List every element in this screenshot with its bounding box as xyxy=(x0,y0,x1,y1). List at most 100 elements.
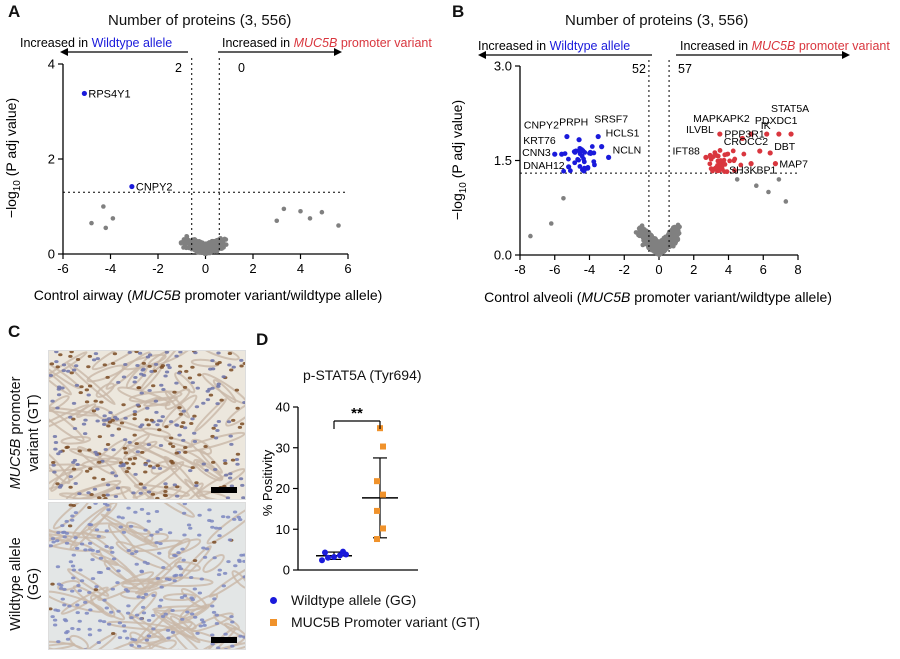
significant-point xyxy=(559,152,564,157)
cell-nucleus xyxy=(183,446,187,449)
significant-point xyxy=(776,131,781,136)
cell-nucleus xyxy=(210,604,214,607)
cell-nucleus xyxy=(85,400,89,403)
significance-label: ** xyxy=(351,405,363,422)
cell-nucleus xyxy=(191,466,195,469)
x-tick-label: -2 xyxy=(152,261,164,276)
cell-nucleus xyxy=(132,434,136,437)
cell-nucleus xyxy=(53,435,57,438)
protein-point xyxy=(675,236,680,241)
cell-nucleus xyxy=(76,358,80,361)
cell-nucleus xyxy=(66,370,70,373)
cell-nucleus xyxy=(235,463,239,466)
cell-nucleus xyxy=(56,565,60,568)
cell-nucleus xyxy=(151,493,155,496)
y-tick-label: 0 xyxy=(48,247,55,262)
cell-nucleus xyxy=(240,422,244,425)
cell-nucleus xyxy=(53,624,57,627)
cell-nucleus xyxy=(95,420,99,423)
cell-nucleus xyxy=(235,389,239,392)
protein-point xyxy=(657,252,662,257)
cell-nucleus xyxy=(132,417,136,420)
cell-nucleus xyxy=(189,422,193,425)
cell-nucleus xyxy=(105,419,109,422)
point-label: SH3KBP1 xyxy=(729,165,776,177)
protein-point xyxy=(195,245,200,250)
cell-nucleus xyxy=(105,376,109,379)
cell-nucleus xyxy=(224,474,228,477)
cell-nucleus xyxy=(62,363,66,366)
cell-nucleus xyxy=(116,610,120,613)
x-axis-label-b-ital: MUC5B xyxy=(581,289,630,305)
cell-nucleus xyxy=(203,445,207,448)
cell-nucleus xyxy=(230,645,234,648)
cell-nucleus xyxy=(223,633,227,636)
cell-nucleus xyxy=(145,418,149,421)
cell-nucleus xyxy=(178,365,182,368)
cell-nucleus xyxy=(94,588,98,591)
cell-nucleus xyxy=(114,474,118,477)
cell-nucleus xyxy=(136,404,140,407)
cell-nucleus xyxy=(65,630,69,633)
cell-nucleus xyxy=(233,511,237,514)
significant-point xyxy=(722,158,727,163)
y-tick-label: 1.5 xyxy=(494,153,512,168)
cell-nucleus xyxy=(57,388,61,391)
cell-nucleus xyxy=(116,569,120,572)
cell-nucleus xyxy=(191,381,195,384)
protein-point xyxy=(184,234,189,239)
cell-nucleus xyxy=(155,423,159,426)
cell-nucleus xyxy=(113,416,117,419)
cell-nucleus xyxy=(59,484,63,487)
cell-nucleus xyxy=(66,638,70,641)
cell-nucleus xyxy=(156,464,160,467)
significant-point xyxy=(757,148,762,153)
cell-nucleus xyxy=(82,423,86,426)
cell-nucleus xyxy=(133,410,137,413)
cell-nucleus xyxy=(172,554,176,557)
cell-nucleus xyxy=(143,529,147,532)
cell-nucleus xyxy=(228,472,232,475)
cell-nucleus xyxy=(215,429,219,432)
cell-nucleus xyxy=(139,483,143,486)
cell-nucleus xyxy=(116,381,120,384)
cell-nucleus xyxy=(165,371,169,374)
cell-nucleus xyxy=(151,594,155,597)
protein-point xyxy=(210,241,215,246)
cell-nucleus xyxy=(183,386,187,389)
cell-nucleus xyxy=(238,518,242,521)
cell-nucleus xyxy=(94,585,98,588)
panel-c-label-top: MUC5B promoter variant (GT) xyxy=(4,350,46,500)
cell-nucleus xyxy=(158,605,162,608)
cell-nucleus xyxy=(196,387,200,390)
cell-nucleus xyxy=(161,388,165,391)
cell-nucleus xyxy=(93,503,97,505)
cell-nucleus xyxy=(210,435,214,438)
cell-nucleus xyxy=(97,629,101,632)
cell-nucleus xyxy=(127,441,131,444)
protein-point xyxy=(662,242,667,247)
panel-d-title: p-STAT5A (Tyr694) xyxy=(303,367,422,383)
cell-nucleus xyxy=(149,419,153,422)
cell-nucleus xyxy=(102,599,106,602)
significant-point xyxy=(732,157,737,162)
point-label: IFT88 xyxy=(672,145,700,157)
header-right-b-post: promoter variant xyxy=(795,39,890,53)
protein-point xyxy=(735,177,740,182)
cell-nucleus xyxy=(217,420,221,423)
cell-nucleus xyxy=(78,568,82,571)
cell-nucleus xyxy=(125,470,129,473)
cell-nucleus xyxy=(182,534,186,537)
cell-nucleus xyxy=(181,421,185,424)
cell-nucleus xyxy=(50,400,54,403)
cell-nucleus xyxy=(139,492,143,495)
cell-nucleus xyxy=(136,595,140,598)
cell-nucleus xyxy=(147,443,151,446)
x-tick-label: 4 xyxy=(297,261,304,276)
cell-nucleus xyxy=(217,534,221,537)
cell-nucleus xyxy=(59,584,63,587)
significant-point xyxy=(564,134,569,139)
cell-nucleus xyxy=(147,490,151,493)
cell-nucleus xyxy=(88,542,92,545)
cell-nucleus xyxy=(122,531,126,534)
